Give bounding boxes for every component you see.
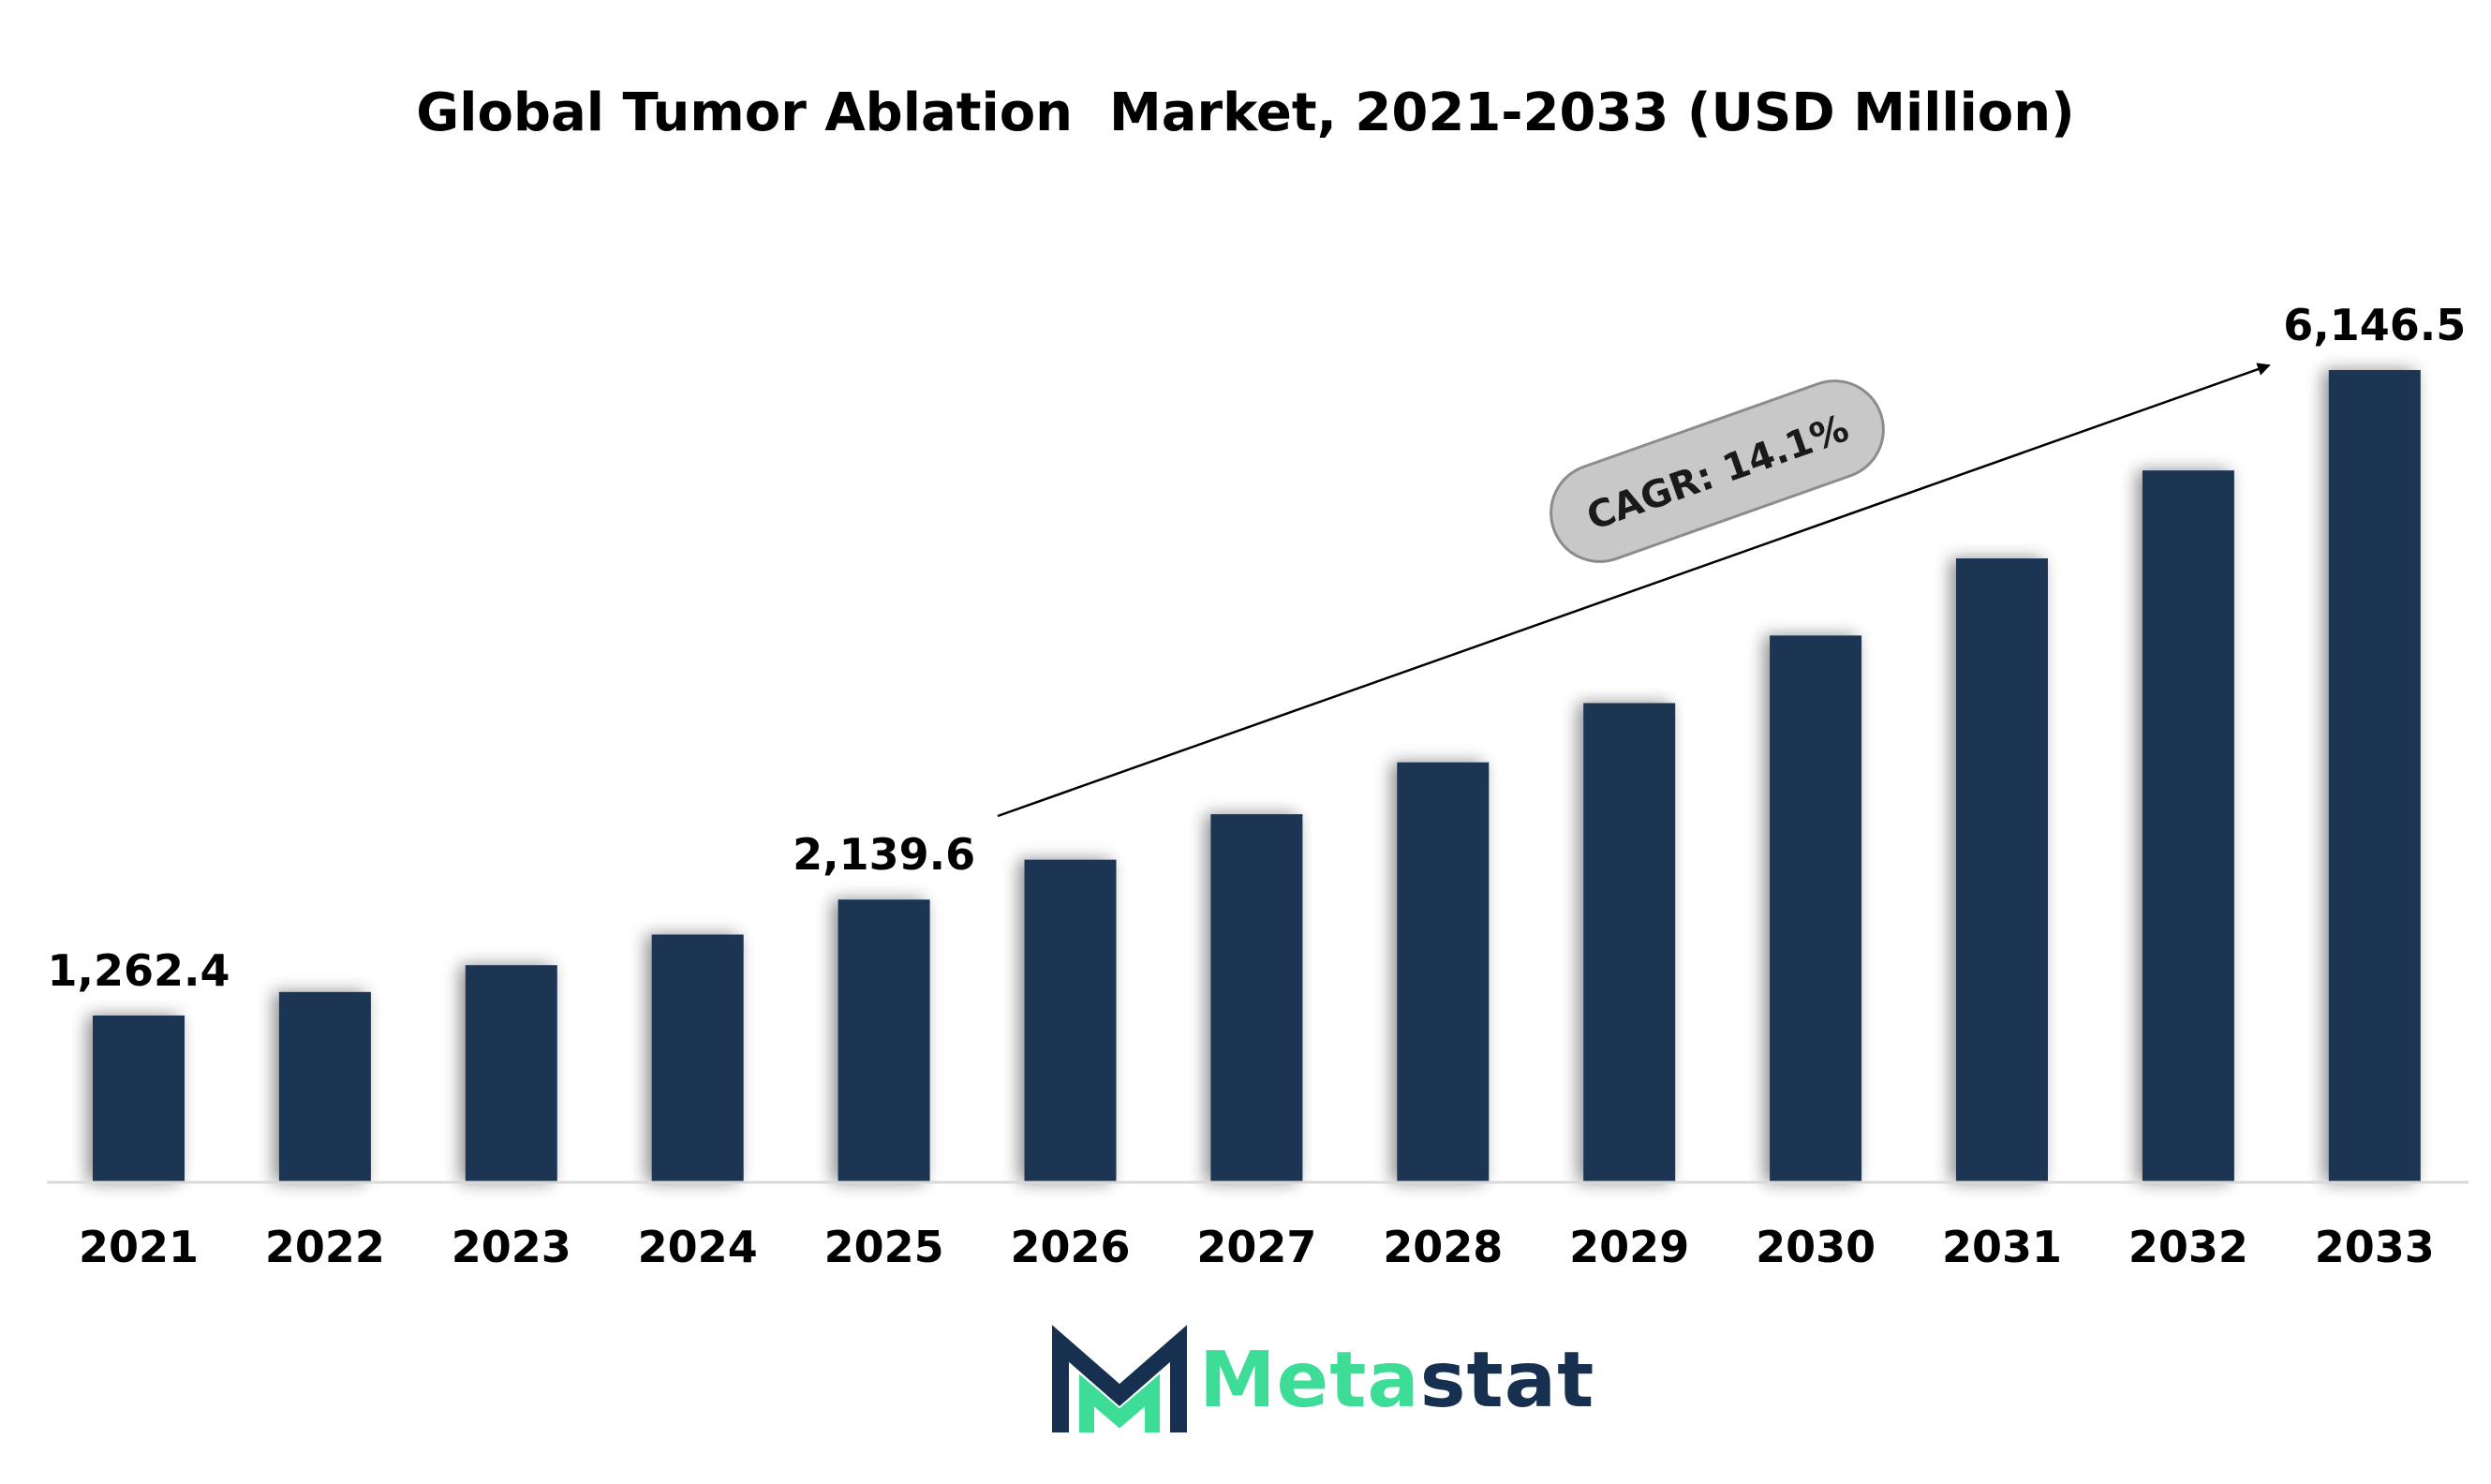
metastat-wordmark: Metastat bbox=[1199, 1336, 1594, 1425]
bar-2029 bbox=[1583, 703, 1676, 1182]
metastat-m-icon bbox=[1052, 1325, 1187, 1432]
bar-2027 bbox=[1210, 814, 1303, 1182]
bar-2023 bbox=[465, 965, 557, 1182]
x-tick-label-2030: 2030 bbox=[1756, 1222, 1876, 1272]
bars-group bbox=[93, 370, 2421, 1182]
cagr-arrow bbox=[997, 363, 2271, 818]
bar-2024 bbox=[651, 934, 744, 1182]
x-tick-label-2029: 2029 bbox=[1569, 1222, 1689, 1272]
cagr-pill bbox=[1549, 379, 1885, 563]
bar-2031 bbox=[1956, 558, 2048, 1182]
metastat-logo: Metastat bbox=[1049, 1321, 1594, 1443]
bar-2028 bbox=[1397, 762, 1490, 1182]
x-tick-label-2033: 2033 bbox=[2315, 1222, 2435, 1272]
data-labels: 1,262.4 2,139.6 6,146.5 bbox=[48, 300, 2467, 996]
x-tick-label-2025: 2025 bbox=[824, 1222, 944, 1272]
x-tick-label-2027: 2027 bbox=[1196, 1222, 1316, 1272]
bar-2030 bbox=[1770, 635, 1862, 1182]
x-tick-label-2032: 2032 bbox=[2128, 1222, 2248, 1272]
x-tick-label-2024: 2024 bbox=[638, 1222, 758, 1272]
brand-name-part1: Meta bbox=[1199, 1336, 1420, 1425]
x-tick-label-2028: 2028 bbox=[1383, 1222, 1503, 1272]
x-tick-labels: 2021 2022 2023 2024 2025 2026 2027 2028 2029 2030… bbox=[79, 1222, 2435, 1272]
bar-2033 bbox=[2328, 370, 2421, 1182]
bar-2021 bbox=[93, 1015, 185, 1182]
data-label-2033: 6,146.5 bbox=[2283, 300, 2466, 350]
x-tick-label-2022: 2022 bbox=[265, 1222, 385, 1272]
bar-2032 bbox=[2142, 470, 2234, 1182]
x-tick-label-2031: 2031 bbox=[1942, 1222, 2062, 1272]
cagr-callout: CAGR: 14.1% bbox=[1549, 379, 1885, 563]
chart-title: Global Tumor Ablation Market, 2021-2033 … bbox=[416, 82, 2075, 143]
data-label-2025: 2,139.6 bbox=[793, 829, 975, 880]
x-tick-label-2023: 2023 bbox=[452, 1222, 571, 1272]
bar-2026 bbox=[1024, 859, 1117, 1182]
bar-2022 bbox=[278, 991, 371, 1182]
data-label-2021: 1,262.4 bbox=[48, 945, 230, 996]
x-tick-label-2021: 2021 bbox=[79, 1222, 199, 1272]
bar-2025 bbox=[838, 899, 930, 1182]
x-tick-label-2026: 2026 bbox=[1010, 1222, 1130, 1272]
brand-name-part2: stat bbox=[1419, 1336, 1595, 1425]
